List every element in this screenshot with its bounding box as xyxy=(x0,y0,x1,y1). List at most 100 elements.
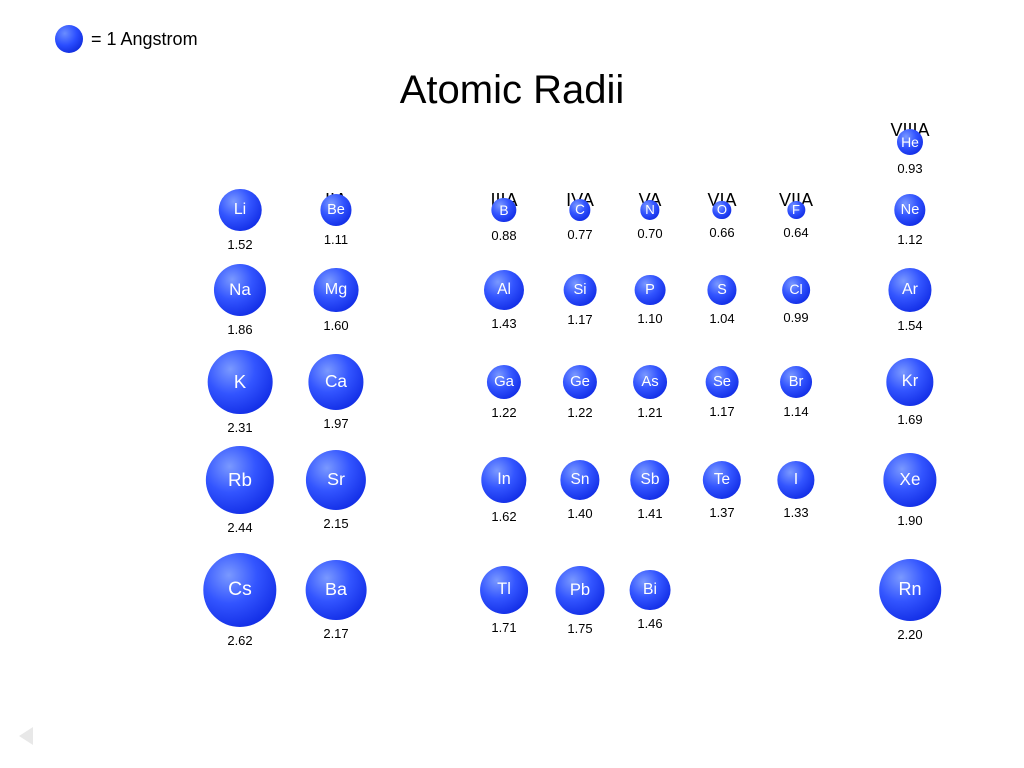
element-be: Be 1.11 xyxy=(320,194,351,246)
atom-ball-icon: Sr xyxy=(306,450,366,510)
element-kr: Kr 1.69 xyxy=(886,358,933,426)
legend: = 1 Angstrom xyxy=(55,25,198,53)
radius-value: 0.99 xyxy=(783,310,808,325)
radius-value: 1.11 xyxy=(324,232,348,247)
element-se: Se 1.17 xyxy=(706,366,739,420)
atom-ball-icon: K xyxy=(208,350,273,415)
radius-value: 0.64 xyxy=(783,225,808,240)
element-te: Te1.37 xyxy=(703,461,741,520)
prev-slide-icon[interactable] xyxy=(15,724,39,748)
radius-value: 1.40 xyxy=(567,506,592,521)
element-rb: Rb 2.44 xyxy=(206,446,274,535)
element-s: S1.04 xyxy=(707,275,736,325)
element-symbol: Ne xyxy=(901,202,920,218)
atom-ball-icon: Te xyxy=(703,461,741,499)
atom-ball-icon: Kr xyxy=(886,358,933,405)
atom-ball-icon: Ge xyxy=(563,365,597,399)
element-symbol: Cl xyxy=(789,282,802,298)
element-symbol: Be xyxy=(327,202,345,218)
radius-value: 2.20 xyxy=(897,627,922,642)
atom-ball-icon: Ar xyxy=(888,268,931,311)
element-symbol: N xyxy=(645,202,655,217)
element-symbol: S xyxy=(717,282,727,298)
atom-ball-icon: Xe xyxy=(883,453,936,506)
atom-ball-icon: Ca xyxy=(308,354,363,409)
radius-value: 1.21 xyxy=(637,405,662,420)
radius-value: 1.62 xyxy=(491,509,516,524)
atom-ball-icon: Ne xyxy=(894,194,925,225)
element-sr: Sr 2.15 xyxy=(306,450,366,531)
radius-value: 1.90 xyxy=(897,513,922,528)
element-ca: Ca1.97 xyxy=(308,354,363,430)
element-o: O 0.66 xyxy=(709,201,734,240)
element-k: K 2.31 xyxy=(208,350,273,436)
atom-ball-icon: Ga xyxy=(487,365,521,399)
element-ne: Ne 1.12 xyxy=(894,194,925,246)
atom-ball-icon: N xyxy=(640,200,660,220)
page-title: Atomic Radii xyxy=(0,68,1024,113)
element-xe: Xe 1.90 xyxy=(883,453,936,527)
radius-value: 1.43 xyxy=(491,316,516,331)
radius-value: 2.44 xyxy=(227,520,252,535)
element-symbol: Mg xyxy=(325,280,347,299)
radius-value: 1.17 xyxy=(709,404,734,419)
atom-ball-icon: Mg xyxy=(314,268,359,313)
atom-ball-icon: Se xyxy=(706,366,739,399)
element-symbol: Tl xyxy=(497,580,511,599)
element-sn: Sn1.40 xyxy=(560,460,599,520)
element-ge: Ge1.22 xyxy=(563,365,597,420)
radius-value: 1.12 xyxy=(897,232,922,247)
element-symbol: Li xyxy=(234,201,246,219)
radius-value: 1.46 xyxy=(637,616,662,631)
legend-ball-icon xyxy=(55,25,83,53)
element-symbol: Ba xyxy=(325,579,347,600)
element-symbol: Al xyxy=(497,281,511,299)
element-symbol: K xyxy=(234,371,246,393)
element-mg: Mg 1.60 xyxy=(314,268,359,334)
atom-ball-icon: He xyxy=(897,129,923,155)
atom-ball-icon: I xyxy=(777,461,814,498)
radius-value: 1.71 xyxy=(491,620,516,635)
element-cs: Cs2.62 xyxy=(203,553,276,647)
element-symbol: Si xyxy=(573,282,586,298)
element-in: In 1.62 xyxy=(481,457,526,523)
element-symbol: Sr xyxy=(327,469,345,490)
element-symbol: Rn xyxy=(898,579,921,600)
radius-value: 1.41 xyxy=(637,506,662,521)
element-as: As 1.21 xyxy=(633,365,667,420)
radius-value: 0.66 xyxy=(709,225,734,240)
element-ba: Ba2.17 xyxy=(306,560,367,642)
atom-ball-icon: B xyxy=(492,198,517,223)
atom-ball-icon: Li xyxy=(219,189,262,232)
element-symbol: He xyxy=(901,134,919,150)
radius-value: 2.62 xyxy=(227,633,252,648)
radius-value: 1.69 xyxy=(897,412,922,427)
atom-ball-icon: C xyxy=(569,199,591,221)
radius-value: 2.31 xyxy=(227,420,252,435)
atom-ball-icon: Sb xyxy=(630,460,669,499)
radius-value: 1.60 xyxy=(323,318,348,333)
radius-value: 0.77 xyxy=(567,227,592,242)
atom-ball-icon: Tl xyxy=(480,566,528,614)
element-symbol: Rb xyxy=(228,469,252,491)
element-symbol: B xyxy=(499,202,508,218)
element-symbol: In xyxy=(497,470,511,489)
element-symbol: I xyxy=(794,471,798,488)
element-sb: Sb 1.41 xyxy=(630,460,669,520)
radius-value: 1.14 xyxy=(783,404,808,419)
radius-value: 1.52 xyxy=(227,237,252,252)
radius-value: 0.88 xyxy=(491,228,516,243)
element-symbol: O xyxy=(717,202,727,217)
element-br: Br1.14 xyxy=(780,366,812,419)
atom-ball-icon: As xyxy=(633,365,667,399)
radius-value: 1.17 xyxy=(567,312,592,327)
element-bi: Bi1.46 xyxy=(630,570,671,632)
radius-value: 1.54 xyxy=(897,318,922,333)
element-symbol: As xyxy=(641,374,658,390)
radius-value: 2.15 xyxy=(323,516,348,531)
atom-ball-icon: Na xyxy=(214,264,266,316)
element-tl: Tl 1.71 xyxy=(480,566,528,635)
radius-value: 1.10 xyxy=(637,311,662,326)
element-na: Na1.86 xyxy=(214,264,266,337)
atom-ball-icon: Al xyxy=(484,270,524,310)
